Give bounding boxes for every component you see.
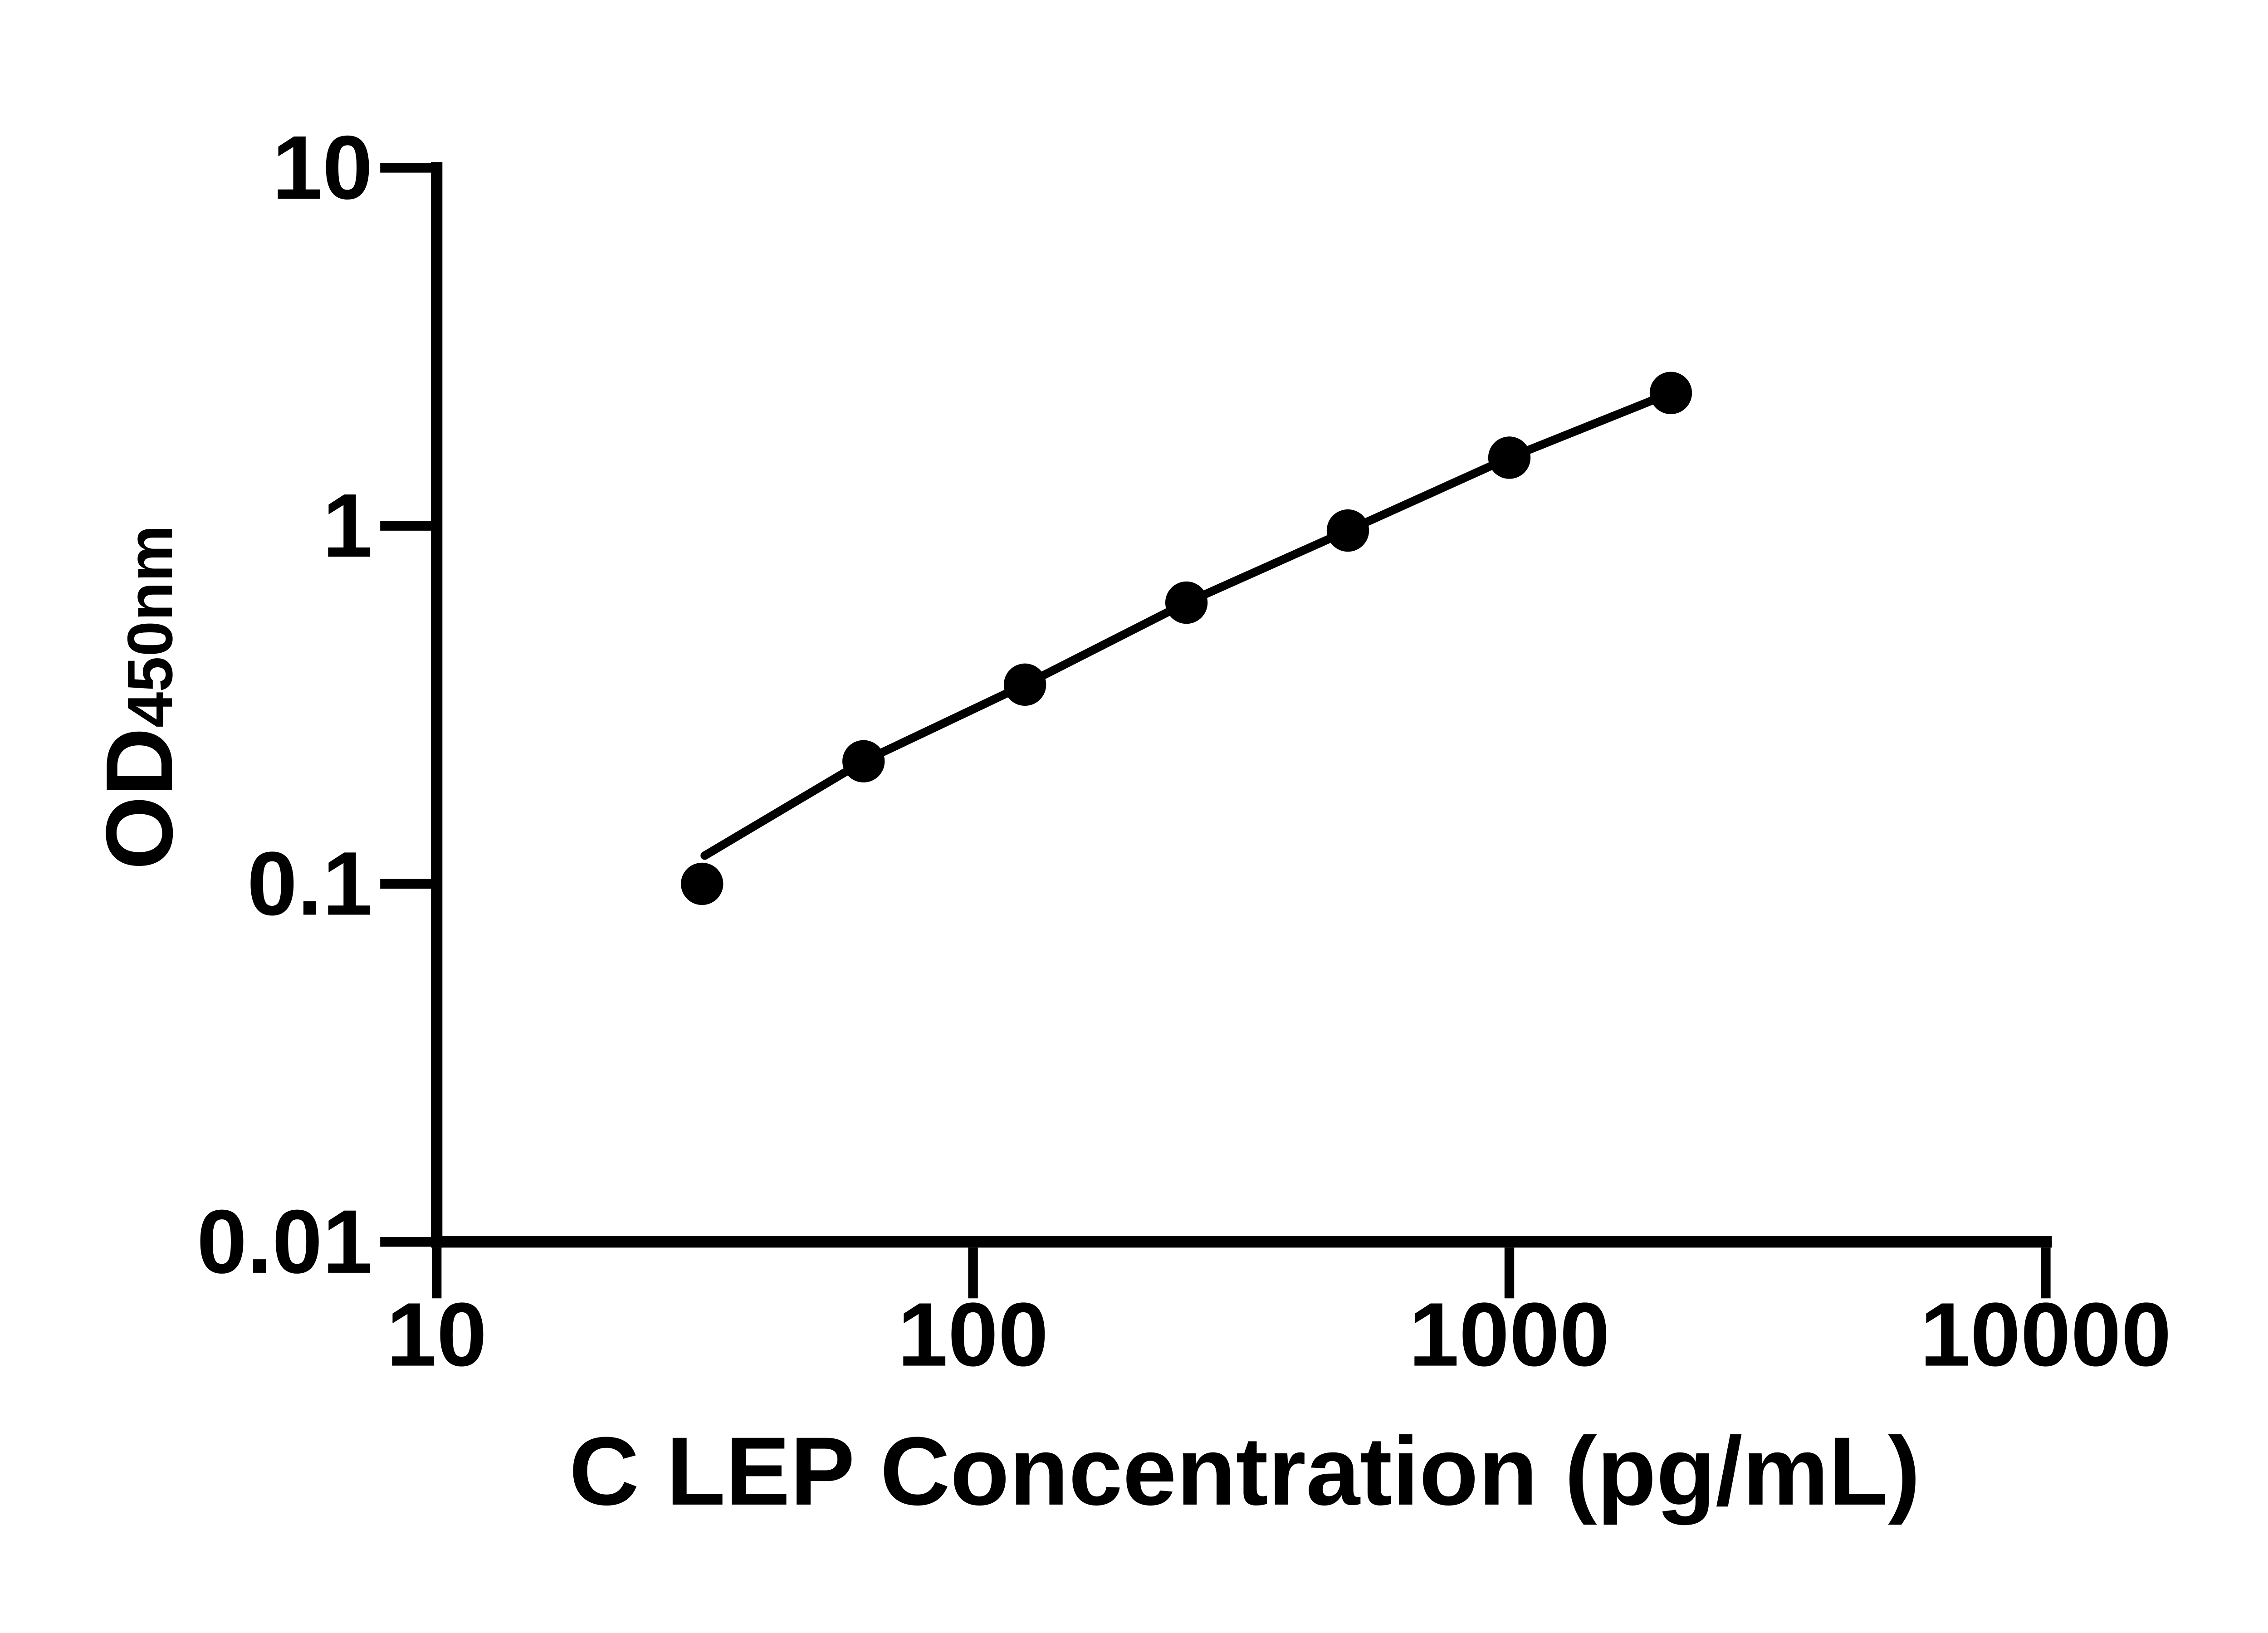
- y-tick-label: 0.01: [197, 1192, 373, 1292]
- x-tick-label: 10000: [1920, 1285, 2171, 1385]
- y-axis-title-subscript: 450nm: [114, 525, 186, 728]
- y-axis-ticks: 10 1 0.1 0.01: [197, 117, 431, 1292]
- y-tick-label: 0.1: [247, 834, 373, 934]
- y-tick-label: 10: [272, 117, 373, 218]
- y-axis-title: OD450nm: [87, 525, 192, 870]
- y-axis-title-main: OD: [87, 728, 192, 870]
- data-point: [1003, 663, 1046, 706]
- data-point: [842, 740, 885, 782]
- y-tick-label: 1: [323, 475, 373, 576]
- x-tick-label: 1000: [1409, 1285, 1610, 1385]
- data-point: [1649, 372, 1692, 414]
- data-point: [1165, 581, 1208, 624]
- data-point: [681, 862, 723, 905]
- x-tick-label: 10: [386, 1285, 487, 1385]
- series-group: [681, 372, 1692, 905]
- x-tick-label: 100: [898, 1285, 1049, 1385]
- x-axis-title: C LEP Concentration (pg/mL): [569, 1417, 1921, 1525]
- axes: [431, 162, 2052, 1248]
- data-point: [1326, 509, 1369, 552]
- x-axis-ticks: 10 100 1000 10000: [386, 1247, 2171, 1385]
- data-point: [1488, 436, 1531, 479]
